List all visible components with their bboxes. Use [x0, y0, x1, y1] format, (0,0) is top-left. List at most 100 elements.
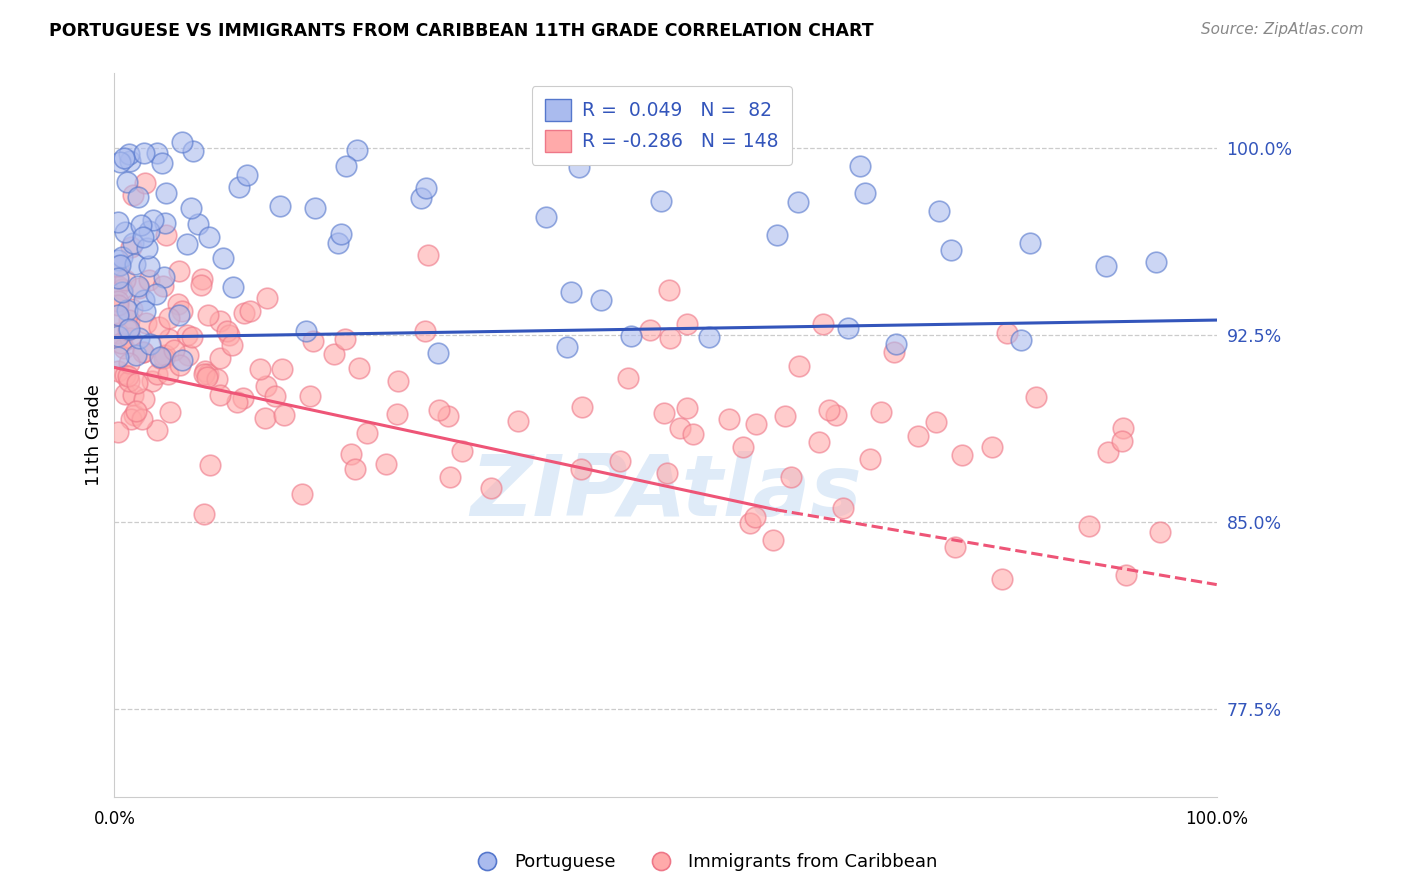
Point — [180, 201, 202, 215]
Point — [589, 293, 612, 307]
Point — [155, 227, 177, 242]
Point — [111, 283, 134, 297]
Point — [138, 259, 160, 273]
Point — [107, 259, 129, 273]
Point — [172, 303, 194, 318]
Point — [609, 454, 631, 468]
Point — [107, 293, 129, 308]
Point — [335, 331, 357, 345]
Point — [859, 451, 882, 466]
Point — [142, 213, 165, 227]
Point — [657, 467, 679, 481]
Point — [322, 347, 344, 361]
Point — [132, 230, 155, 244]
Point — [925, 415, 948, 429]
Point — [107, 329, 129, 343]
Point — [145, 423, 167, 437]
Text: PORTUGUESE VS IMMIGRANTS FROM CARIBBEAN 11TH GRADE CORRELATION CHART: PORTUGUESE VS IMMIGRANTS FROM CARIBBEAN … — [49, 22, 875, 40]
Point — [132, 392, 155, 406]
Point — [1078, 519, 1101, 533]
Point — [197, 368, 219, 382]
Point — [418, 248, 440, 262]
Point — [194, 364, 217, 378]
Point — [118, 356, 141, 370]
Point — [571, 400, 593, 414]
Point — [263, 389, 285, 403]
Point — [181, 329, 204, 343]
Point — [233, 306, 256, 320]
Point — [190, 277, 212, 292]
Point — [1019, 235, 1042, 250]
Point — [560, 285, 582, 299]
Point — [928, 204, 950, 219]
Point — [254, 411, 277, 425]
Point — [208, 314, 231, 328]
Point — [344, 462, 367, 476]
Point — [125, 403, 148, 417]
Point — [620, 328, 643, 343]
Point — [668, 421, 690, 435]
Point — [155, 217, 177, 231]
Point — [744, 509, 766, 524]
Point — [150, 156, 173, 170]
Point — [780, 470, 803, 484]
Point — [218, 328, 240, 343]
Point — [138, 224, 160, 238]
Point — [118, 331, 141, 345]
Point — [773, 409, 796, 424]
Point — [145, 286, 167, 301]
Point — [831, 501, 853, 516]
Point — [114, 225, 136, 239]
Point — [198, 230, 221, 244]
Point — [111, 250, 134, 264]
Point — [138, 273, 160, 287]
Point — [118, 322, 141, 336]
Point — [107, 308, 129, 322]
Point — [125, 376, 148, 390]
Point — [187, 218, 209, 232]
Point — [569, 462, 592, 476]
Point — [107, 425, 129, 440]
Point — [107, 279, 129, 293]
Point — [132, 293, 155, 307]
Point — [122, 188, 145, 202]
Point — [190, 272, 212, 286]
Point — [141, 374, 163, 388]
Point — [129, 219, 152, 233]
Point — [347, 361, 370, 376]
Point — [170, 135, 193, 149]
Point — [115, 303, 138, 318]
Point — [208, 387, 231, 401]
Point — [114, 273, 136, 287]
Point — [193, 507, 215, 521]
Point — [107, 364, 129, 378]
Point — [120, 240, 142, 254]
Point — [134, 303, 156, 318]
Point — [167, 297, 190, 311]
Point — [415, 180, 437, 194]
Point — [107, 351, 129, 365]
Point — [1115, 568, 1137, 582]
Point — [225, 395, 247, 409]
Point — [479, 481, 502, 495]
Point — [114, 368, 136, 382]
Point — [980, 441, 1002, 455]
Point — [122, 388, 145, 402]
Point — [181, 144, 204, 158]
Y-axis label: 11th Grade: 11th Grade — [86, 384, 103, 486]
Point — [198, 458, 221, 473]
Point — [107, 215, 129, 229]
Text: Source: ZipAtlas.com: Source: ZipAtlas.com — [1201, 22, 1364, 37]
Point — [193, 368, 215, 382]
Point — [107, 326, 129, 340]
Point — [411, 191, 433, 205]
Point — [450, 444, 472, 458]
Point — [125, 348, 148, 362]
Point — [1111, 434, 1133, 448]
Point — [385, 407, 408, 421]
Point — [676, 401, 699, 416]
Point — [117, 368, 139, 383]
Point — [148, 319, 170, 334]
Point — [176, 237, 198, 252]
Point — [884, 337, 907, 351]
